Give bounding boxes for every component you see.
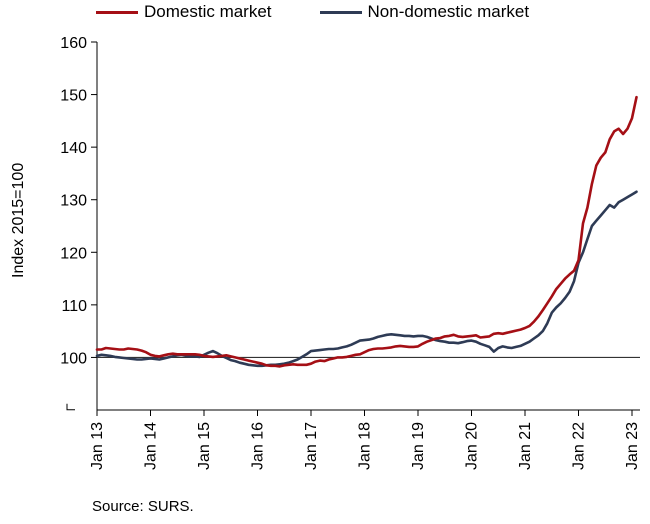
x-tick-label: Jan 22 — [571, 422, 588, 470]
y-tick-label: 160 — [60, 35, 87, 52]
legend-swatch-non-domestic — [319, 10, 362, 14]
x-tick-label: Jan 23 — [624, 422, 641, 470]
x-tick-label: Jan 19 — [410, 422, 427, 470]
legend-label-domestic: Domestic market — [144, 2, 272, 21]
x-tick-label: Jan 17 — [303, 422, 320, 470]
axis-break-mark — [66, 403, 75, 411]
x-tick-label: Jan 13 — [89, 422, 106, 470]
legend-item-domestic[interactable]: Domestic market — [96, 2, 272, 22]
y-tick-label: 110 — [61, 298, 87, 315]
legend-item-non-domestic[interactable]: Non-domestic market — [319, 2, 530, 22]
series-line-non-domestic — [95, 190, 638, 368]
x-tick-label: Jan 18 — [357, 422, 374, 470]
y-tick-label: 130 — [60, 193, 87, 210]
x-tick-label: Jan 16 — [250, 422, 267, 470]
y-tick-label: 120 — [60, 245, 87, 262]
legend-swatch-domestic — [96, 10, 138, 14]
x-tick-label: Jan 21 — [517, 422, 534, 470]
legend-label-non-domestic: Non-domestic market — [367, 2, 530, 21]
x-tick-label: Jan 14 — [143, 422, 160, 470]
series-line-domestic — [95, 95, 638, 368]
y-tick-label: 150 — [60, 88, 87, 105]
y-tick-label: 100 — [60, 350, 87, 367]
y-tick-label: 140 — [60, 140, 87, 157]
x-tick-label: Jan 20 — [464, 422, 481, 470]
legend: Domestic market Non-domestic market — [96, 2, 529, 22]
source-note: Source: SURS. — [92, 498, 194, 515]
x-tick-label: Jan 15 — [196, 422, 213, 470]
